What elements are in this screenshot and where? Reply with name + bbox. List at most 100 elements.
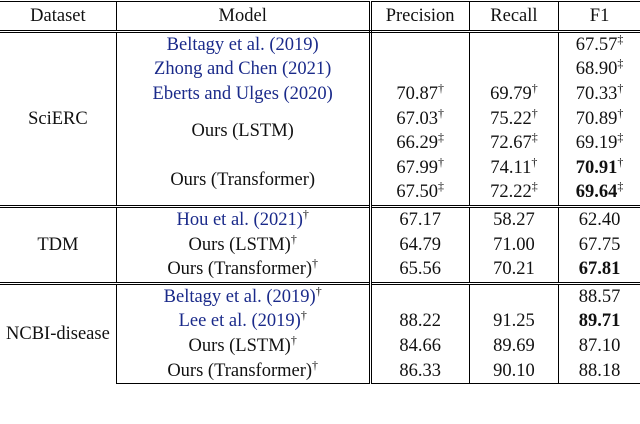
dataset-cell: SciERC [0,31,117,207]
metric-value: 84.66 [399,335,441,356]
model-cell: Hou et al. (2021)† [116,205,372,233]
model-cell: Ours (LSTM)† [116,332,372,359]
table-row: Ours (Transformer) 67.99† 74.11† 70.91† [0,154,640,207]
metric-cell: 69.19‡ [559,131,640,156]
metric-value: 65.56 [399,259,441,280]
metric-value: 67.57 [575,34,618,55]
model-name: Ours (Transformer) [167,259,313,280]
table-row: Ours (LSTM)† 64.79 71.00 67.75 [0,233,640,258]
model-name: Zhong and Chen (2021) [154,59,332,80]
metric-cell: 71.00 [469,232,560,258]
metric-cell: 69.79† [469,80,560,107]
model-cell: Ours (LSTM) [116,106,372,156]
metric-cell: 89.69 [469,334,560,359]
model-name: Eberts and Ulges (2020) [152,83,333,104]
column-header: Precision [370,1,470,33]
metric-cell [370,281,470,310]
metric-cell: 72.67‡ [469,131,560,156]
metric-value: 71.00 [493,234,535,255]
dataset-name: TDM [37,234,79,255]
footnote-mark: † [617,80,624,95]
table-row: 66.29 ‡ 72.67‡ 69.19‡ [0,131,640,156]
model-name: Ours (Transformer) [170,170,316,191]
metric-cell: 58.27 [469,205,560,233]
metric-cell: 84.66 [370,334,470,359]
metric-cell: 88.18 [558,358,640,385]
model-name: Ours (LSTM) [188,234,291,255]
metric-value: 88.18 [578,360,621,381]
metric-cell: 67.17 [370,205,470,233]
metric-value: 66.29 [396,133,438,154]
table-row: Eberts and Ulges (2020) 70.87† 69.79† 70.33… [0,82,640,107]
model-name: Beltagy et al. (2019) [163,286,316,307]
metric-value: 68.90 [575,59,618,80]
metric-value: 69.64 [575,182,618,203]
metric-value: 88.22 [399,311,441,332]
metric-value: 70.91 [575,157,618,178]
metric-value: 69.79 [490,83,532,104]
metric-value: 70.33 [575,83,618,104]
metric-value: 67.03 [396,108,438,129]
footnote-mark: ‡ [617,179,624,194]
table-row: SciERC Beltagy et al. (2019) 67.57‡ [0,31,640,207]
metric-cell [469,31,560,58]
dataset-cell: TDM [0,205,117,284]
metric-cell: 67.50‡ [370,179,470,208]
metric-value: 91.25 [493,311,535,332]
model-cell: Eberts and Ulges (2020) [116,82,372,107]
metric-cell [370,31,470,58]
metric-cell: 69.64‡ [558,179,640,208]
metric-value: 88.57 [578,286,621,307]
metric-cell: 62.40 [558,205,640,233]
model-name: Beltagy et al. (2019) [166,34,319,55]
footnote-mark: † [290,332,297,347]
footnote-mark: ‡ [617,56,624,71]
dataset-cell: NCBI-disease [0,281,117,384]
metric-value: 89.69 [493,335,535,356]
footnote-mark: † [437,154,444,169]
table-row: 67.50‡ 72.22‡ 69.64‡ [0,179,640,208]
model-name: Ours (LSTM) [188,335,291,356]
metric-value: 90.10 [493,360,535,381]
dataset-name: NCBI-disease [6,323,110,344]
model-name: Ours (Transformer) [167,360,313,381]
footnote-mark: † [531,80,538,95]
footnote-mark: ‡ [437,179,444,194]
footnote-mark: † [617,154,624,169]
metric-value: 70.21 [493,259,535,280]
metric-value: 87.10 [578,335,621,356]
footnote-mark: † [437,105,444,120]
model-cell: Ours (Transformer)† [116,256,372,284]
model-cell: Beltagy et al. (2019) [116,31,372,58]
metric-value: 70.87 [396,83,438,104]
metric-cell: 67.99† [370,154,470,181]
footnote-mark: † [315,283,322,298]
metric-cell: 72.22‡ [469,179,560,208]
column-header: F1 [558,1,640,33]
footnote-mark: † [290,231,297,246]
model-name: Lee et al. (2019) [178,311,301,332]
footnote-mark: † [531,154,538,169]
model-name: Hou et al. (2021) [176,209,303,230]
footnote-mark: † [312,256,319,271]
metric-cell: 75.22† [469,107,560,132]
model-cell: Lee et al. (2019)† [116,309,372,335]
footnote-mark: ‡ [617,130,624,145]
metric-cell: 86.33 [370,358,470,385]
header-row: Dataset Model Precision Recall F1 [0,1,640,33]
metric-value: 69.19 [575,133,618,154]
metric-cell: 90.10 [469,358,560,385]
metric-cell: 88.22 [370,309,470,335]
model-cell: Ours (LSTM)† [116,231,372,258]
footnote-mark: ‡ [531,179,538,194]
footnote-mark: † [617,105,624,120]
metric-cell: 74.11† [469,154,560,181]
table-row: NCBI-disease Beltagy et al. (2019)† 88.57 [0,281,640,384]
column-header: Model [116,1,372,33]
metric-cell: 67.75 [559,233,640,258]
results-table: Dataset Model Precision Recall F1 SciERC Belta… [0,1,640,385]
table-row: Lee et al. (2019)† 88.22 91.25 89.71 [0,309,640,335]
model-cell: Beltagy et al. (2019)† [116,281,372,310]
table-row: Ours (LSTM) 67.03† 75.22† 70.89† [0,105,640,156]
footnote-mark: † [302,206,309,221]
